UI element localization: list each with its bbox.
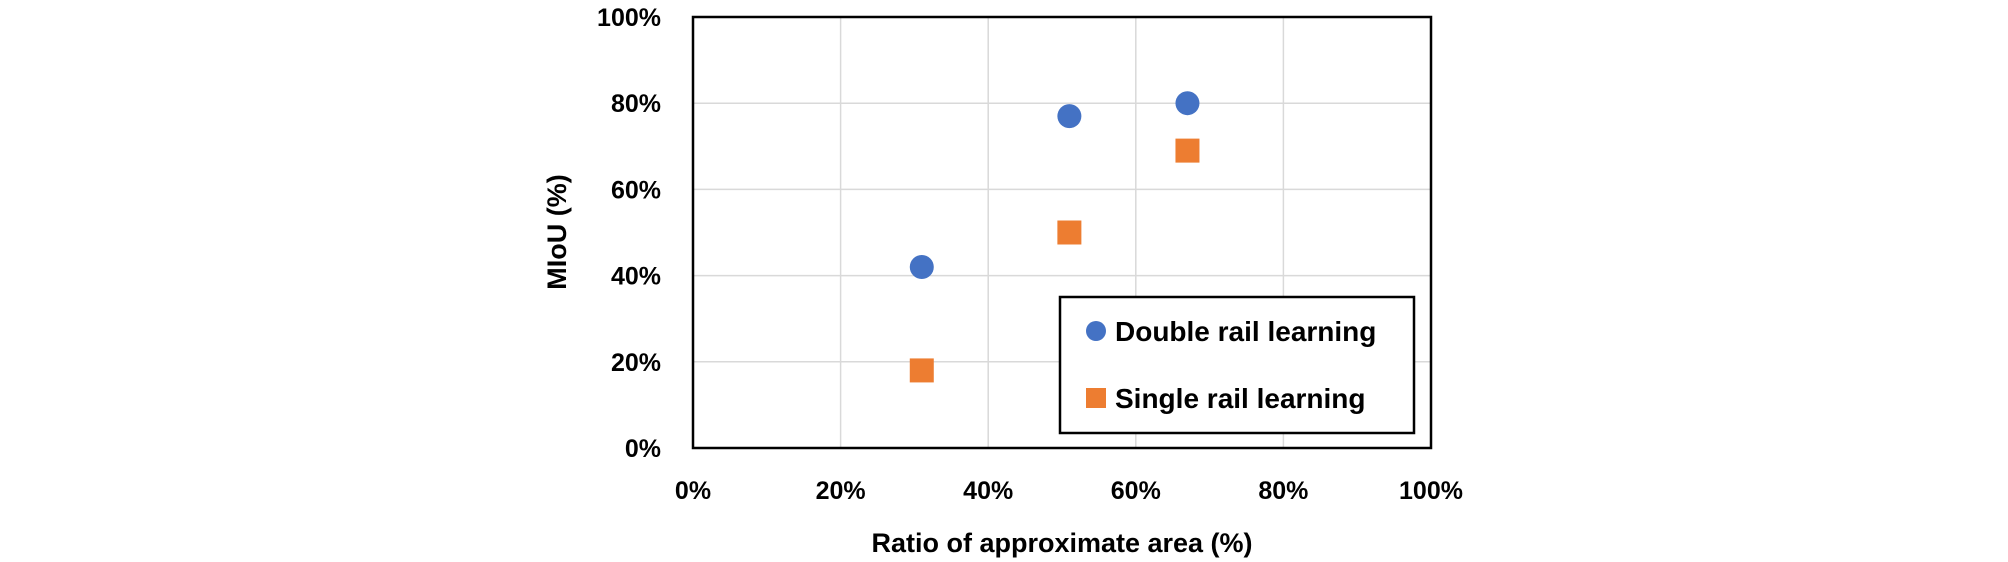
- y-tick-label: 60%: [611, 176, 661, 204]
- x-tick-label: 80%: [1258, 477, 1308, 505]
- y-axis-ticks: 0% 20% 40% 60% 80% 100%: [597, 4, 661, 463]
- y-tick-label: 0%: [625, 435, 661, 463]
- y-tick-label: 40%: [611, 263, 661, 291]
- x-tick-label: 60%: [1111, 477, 1161, 505]
- x-axis-ticks: 0% 20% 40% 60% 80% 100%: [675, 477, 1463, 505]
- point-single-rail: [909, 358, 934, 383]
- x-axis-title: Ratio of approximate area (%): [871, 528, 1252, 558]
- x-tick-label: 40%: [963, 477, 1013, 505]
- x-tick-label: 20%: [816, 477, 866, 505]
- y-tick-label: 20%: [611, 349, 661, 377]
- point-double-rail: [909, 254, 934, 279]
- y-axis-title: MIoU (%): [542, 174, 572, 289]
- data-points: [909, 91, 1200, 383]
- legend-label-single-rail: Single rail learning: [1115, 383, 1366, 414]
- point-double-rail: [1057, 104, 1082, 129]
- x-tick-label: 0%: [675, 477, 711, 505]
- legend-marker-double-rail: [1086, 321, 1106, 341]
- plot-area-frame: [691, 15, 1433, 450]
- x-tick-label: 100%: [1399, 477, 1463, 505]
- legend-marker-single-rail: [1086, 388, 1106, 408]
- point-single-rail: [1175, 138, 1200, 163]
- y-tick-label: 80%: [611, 90, 661, 118]
- legend: Double rail learning Single rail learnin…: [1058, 295, 1416, 435]
- legend-label-double-rail: Double rail learning: [1115, 316, 1376, 347]
- point-double-rail: [1175, 91, 1200, 116]
- legend-box: [1058, 295, 1416, 435]
- y-tick-label: 100%: [597, 4, 661, 32]
- point-single-rail: [1057, 220, 1082, 245]
